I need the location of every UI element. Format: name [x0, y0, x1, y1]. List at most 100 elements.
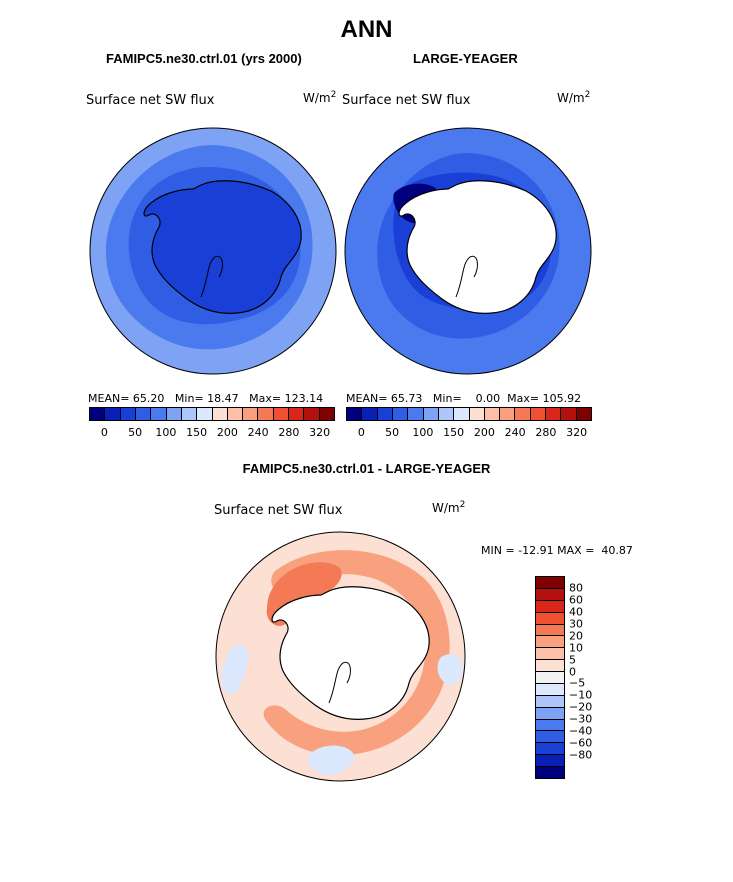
colorbar-swatch-6 [181, 408, 198, 420]
panel3-min-label: MIN = [481, 544, 515, 557]
colorbar-swatch-12 [273, 408, 290, 420]
panel3-light-patch-west [221, 644, 249, 695]
panel3-ross-shelf [328, 661, 351, 704]
panel1-mean-label: MEAN= [88, 392, 130, 405]
colorbar-tick-label: 320 [566, 426, 588, 439]
panel1-units-base: W/m [303, 91, 331, 105]
colorbar-swatch-11 [258, 408, 274, 420]
panel2-units: W/m2 [557, 90, 590, 105]
panel3-antarctica [271, 586, 430, 720]
colorbar-tick-label: 30 [569, 617, 583, 631]
panel2-mean-value: 65.73 [390, 392, 423, 405]
panel2-max-value: 105.92 [542, 392, 582, 405]
panel1-units: W/m2 [303, 90, 336, 105]
colorbar-swatch-14 [561, 408, 577, 420]
panel1-variable-label: Surface net SW flux [86, 93, 215, 108]
panel3-units: W/m2 [432, 500, 465, 515]
colorbar-swatch-14 [536, 743, 564, 756]
panel2-stats: MEAN= 65.73 Min= 0.00 Max= 105.92 [346, 392, 581, 405]
panel3-variable-label: Surface net SW flux [214, 503, 343, 518]
panel1-map-border [89, 127, 337, 375]
panel2-variable-label: Surface net SW flux [342, 93, 471, 108]
colorbar-tick-label: 60 [569, 593, 583, 607]
colorbar-swatch-3 [392, 408, 409, 420]
panel2-max-label: Max= [507, 392, 540, 405]
colorbar-tick-label: 150 [186, 426, 208, 439]
panel1-map [89, 127, 337, 375]
panel3-stats: MIN = -12.91 MAX = 40.87 [481, 544, 633, 557]
colorbar-swatch-3 [135, 408, 152, 420]
colorbar-swatch-7 [197, 408, 213, 420]
panel3-colorbar [535, 576, 565, 779]
panel3-max-value: 40.87 [601, 544, 633, 557]
colorbar-swatch-4 [408, 408, 424, 420]
panel2-colorbar-ticks: 0 50 100 150 200 240 280 320 [346, 426, 592, 440]
colorbar-tick-label: −60 [569, 736, 593, 750]
colorbar-swatch-2 [377, 408, 393, 420]
page-title: ANN [340, 16, 393, 43]
colorbar-swatch-4 [151, 408, 167, 420]
panel3-min-value: -12.91 [518, 544, 554, 557]
panel1-colorbar [89, 407, 335, 421]
panel3-light-patch-south [308, 745, 355, 775]
colorbar-swatch-15 [576, 408, 591, 420]
colorbar-tick-label: −30 [569, 712, 593, 726]
colorbar-swatch-9 [227, 408, 244, 420]
panel2-antarctica [398, 180, 557, 314]
colorbar-swatch-8 [469, 408, 485, 420]
colorbar-swatch-0 [536, 577, 564, 589]
colorbar-swatch-6 [438, 408, 455, 420]
colorbar-tick-label: −20 [569, 700, 593, 714]
colorbar-swatch-9 [484, 408, 501, 420]
colorbar-swatch-2 [536, 600, 564, 613]
panel3-units-exp: 2 [459, 500, 466, 510]
colorbar-swatch-1 [536, 588, 564, 601]
colorbar-tick-label: 100 [412, 426, 434, 439]
colorbar-tick-label: 150 [443, 426, 465, 439]
panel3-light-patch-east [437, 654, 463, 686]
colorbar-tick-label: −80 [569, 748, 593, 762]
colorbar-swatch-14 [304, 408, 320, 420]
panel1-min-label: Min= [174, 392, 204, 405]
panel2-map [344, 127, 592, 375]
colorbar-tick-label: 50 [385, 426, 400, 439]
colorbar-swatch-13 [546, 408, 562, 420]
colorbar-swatch-5 [423, 408, 439, 420]
panel1-stats: MEAN= 65.20 Min= 18.47 Max= 123.14 [88, 392, 323, 405]
panel2-map-border [344, 127, 592, 375]
colorbar-swatch-11 [536, 707, 564, 720]
colorbar-tick-label: 280 [535, 426, 557, 439]
panel1-mean-value: 65.20 [132, 392, 165, 405]
colorbar-tick-label: 5 [569, 653, 576, 667]
colorbar-swatch-13 [536, 731, 564, 744]
panel3-map-border [215, 531, 466, 782]
panel3-max-label: MAX = [557, 544, 595, 557]
colorbar-tick-label: 200 [216, 426, 238, 439]
colorbar-swatch-10 [243, 408, 259, 420]
colorbar-tick-label: 320 [309, 426, 331, 439]
colorbar-tick-label: 0 [357, 426, 365, 439]
colorbar-tick-label: 10 [569, 641, 583, 655]
colorbar-tick-label: 20 [569, 629, 583, 643]
colorbar-swatch-15 [319, 408, 334, 420]
panel1-antarctica [143, 180, 302, 314]
panel2-colorbar [346, 407, 592, 421]
colorbar-tick-label: −10 [569, 688, 593, 702]
colorbar-swatch-11 [515, 408, 531, 420]
panel3-map [215, 531, 466, 782]
panel1-max-label: Max= [249, 392, 282, 405]
panel3-units-base: W/m [432, 501, 460, 515]
colorbar-swatch-4 [536, 624, 564, 637]
colorbar-swatch-8 [212, 408, 228, 420]
colorbar-swatch-1 [362, 408, 378, 420]
colorbar-tick-label: 0 [569, 665, 576, 679]
colorbar-swatch-7 [454, 408, 470, 420]
colorbar-swatch-2 [120, 408, 136, 420]
colorbar-tick-label: −40 [569, 724, 593, 738]
panel2-units-exp: 2 [584, 90, 591, 100]
panel2-mean-label: MEAN= [346, 392, 388, 405]
colorbar-swatch-16 [536, 767, 564, 778]
colorbar-swatch-5 [536, 636, 564, 649]
colorbar-swatch-10 [500, 408, 516, 420]
colorbar-swatch-8 [536, 672, 564, 684]
